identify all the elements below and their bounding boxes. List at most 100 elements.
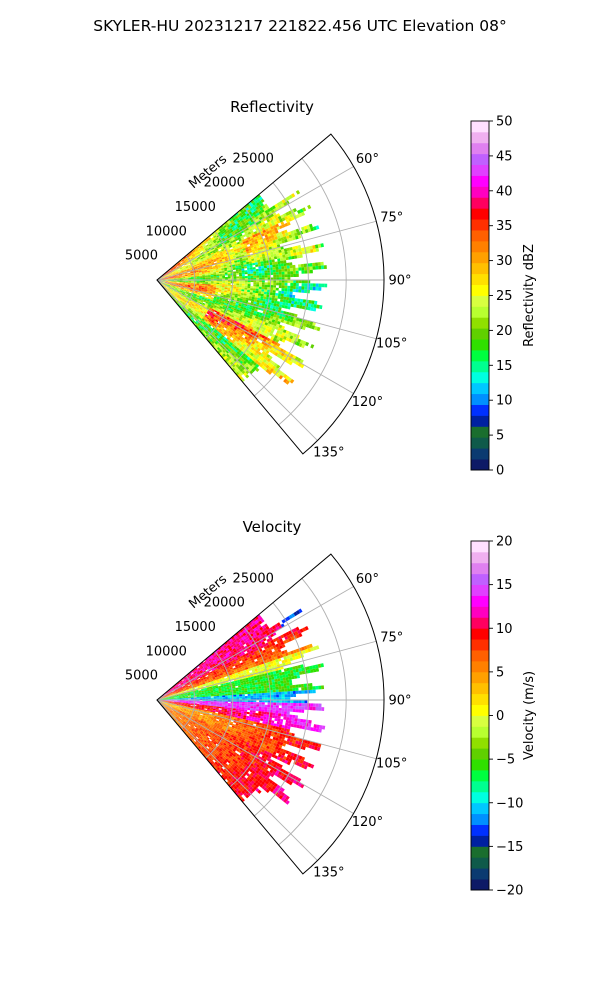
radar-gate — [176, 266, 179, 269]
radar-gate — [193, 310, 197, 313]
radar-gate — [261, 265, 265, 269]
radar-gate — [172, 287, 176, 289]
radar-gate — [170, 273, 173, 275]
radar-gate — [216, 316, 221, 320]
radar-gate — [219, 252, 224, 256]
radar-gate — [284, 251, 288, 255]
radar-gate — [205, 696, 209, 698]
radar-gate — [200, 306, 204, 309]
radar-gate — [178, 298, 181, 301]
radar-gate — [219, 298, 223, 301]
radar-gate — [215, 228, 219, 233]
radar-gate — [211, 319, 216, 322]
radar-gate — [218, 268, 222, 271]
radar-gate — [206, 258, 210, 261]
radar-gate — [198, 288, 202, 290]
radar-gate — [195, 248, 199, 252]
radar-gate — [258, 270, 262, 274]
radar-gate — [224, 272, 228, 275]
radar-gate — [204, 272, 208, 274]
radar-gate — [278, 269, 282, 273]
radar-gate — [176, 279, 180, 280]
radar-gate — [170, 267, 174, 270]
radar-gate — [222, 305, 226, 309]
radar-gate — [206, 236, 211, 240]
radar-gate — [207, 252, 211, 255]
radar-gate — [217, 236, 221, 240]
radar-gate — [289, 249, 294, 254]
radar-gate — [171, 293, 174, 296]
radar-gate — [199, 264, 204, 267]
radar-gate — [292, 288, 296, 293]
radar-gate — [177, 262, 180, 265]
colorbar-swatch — [471, 426, 489, 438]
radar-gate — [184, 263, 188, 266]
radar-gate — [161, 283, 164, 286]
radar-gate — [170, 285, 173, 287]
radar-gate — [217, 293, 221, 296]
radar-gate — [191, 304, 195, 307]
radar-gate — [197, 299, 201, 302]
radar-gate — [179, 301, 183, 304]
radar-gate — [204, 252, 208, 256]
radar-gate — [175, 271, 179, 273]
radar-gate — [241, 287, 245, 290]
radar-gate — [249, 290, 253, 293]
radar-gate — [199, 294, 203, 297]
radar-gate — [213, 273, 217, 276]
radar-gate — [197, 266, 201, 269]
radar-gate — [304, 283, 308, 287]
radar-gate — [173, 281, 177, 282]
radar-gate — [278, 274, 282, 278]
radar-gate — [220, 247, 224, 251]
radar-gate — [212, 251, 217, 254]
radar-gate — [174, 288, 178, 291]
radar-gate — [303, 289, 308, 294]
radar-gate — [276, 282, 279, 286]
radar-gate — [186, 290, 189, 293]
radar-gate — [209, 331, 213, 335]
radar-gate — [201, 323, 205, 327]
radar-gate — [161, 283, 164, 286]
radar-gate — [178, 271, 182, 273]
radar-gate — [201, 259, 205, 262]
radar-gate — [165, 276, 168, 278]
radar-gate — [197, 258, 201, 261]
radar-gate — [301, 289, 305, 293]
radar-gate — [198, 308, 202, 311]
radar-gate — [190, 252, 194, 255]
radar-gate — [162, 276, 165, 279]
radar-gate — [202, 249, 206, 253]
radar-gate — [226, 265, 230, 268]
radar-gate — [199, 312, 203, 316]
radar-gate — [319, 305, 323, 310]
radar-gate — [324, 283, 328, 288]
radar-gate — [222, 251, 226, 255]
radar-gate — [238, 287, 242, 290]
radar-gate — [199, 278, 203, 280]
radar-gate — [167, 289, 170, 292]
radar-gate — [220, 229, 224, 234]
colorbar-swatch — [471, 197, 489, 209]
radar-gate — [215, 312, 220, 316]
radar-gate — [223, 229, 227, 233]
radar-gate — [218, 228, 223, 232]
radar-gate — [285, 253, 289, 258]
radar-gate — [199, 321, 203, 325]
radar-gate — [175, 272, 179, 274]
radar-gate — [182, 278, 186, 280]
radar-gate — [227, 307, 232, 311]
radar-gate — [172, 286, 176, 289]
radar-gate — [227, 270, 231, 273]
radar-gate — [200, 320, 204, 324]
radar-gate — [187, 274, 191, 276]
radar-gate — [284, 268, 288, 272]
radar-gate — [181, 303, 185, 306]
radar-gate — [180, 268, 184, 271]
radar-gate — [227, 273, 231, 276]
radar-gate — [232, 288, 236, 291]
radar-gate — [170, 290, 173, 293]
colorbar-swatch — [471, 350, 489, 362]
radar-gate — [173, 290, 177, 293]
colorbar-swatch — [471, 273, 489, 285]
